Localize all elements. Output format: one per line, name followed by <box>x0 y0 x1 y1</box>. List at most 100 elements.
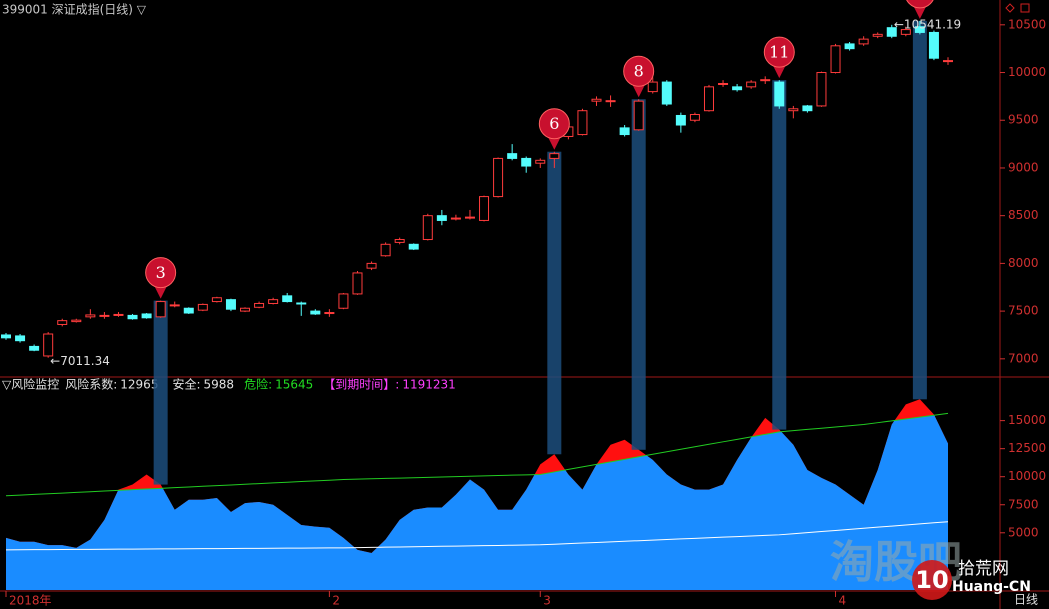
candle-body <box>900 29 911 35</box>
candle-body <box>507 153 518 159</box>
y-tick-label: 7000 <box>1008 351 1039 365</box>
signal-label: 6 <box>549 114 559 133</box>
candle-body <box>366 262 377 269</box>
candle-body <box>380 243 391 257</box>
panel-header: 风险系数: <box>65 377 117 392</box>
y-tick-label: 8000 <box>1008 256 1039 270</box>
candle-body <box>886 27 897 37</box>
candle-body <box>240 307 251 312</box>
y-tick-label: 12500 <box>1008 441 1046 455</box>
candle-body <box>57 320 68 325</box>
candle-body <box>872 33 883 37</box>
candle-body <box>211 297 222 303</box>
candle-body <box>394 239 405 243</box>
x-tick-label: 2018年 <box>9 594 52 608</box>
candle-body <box>225 299 236 310</box>
candle-body <box>788 108 799 112</box>
signal-pin <box>145 257 177 289</box>
low-annotation: ←7011.34 <box>50 354 110 368</box>
candle-body <box>310 310 321 315</box>
candle-body <box>71 319 82 323</box>
candle-body <box>85 314 96 318</box>
panel-header: 5988 <box>204 378 235 392</box>
period-label: 日线 <box>1014 593 1038 607</box>
candle-body <box>183 307 194 314</box>
candle-body <box>732 86 743 91</box>
candle-body <box>647 81 658 93</box>
candle-body <box>844 43 855 50</box>
panel-header: 安全: <box>172 377 200 392</box>
risk-area <box>6 413 948 590</box>
signal-column <box>912 20 927 400</box>
candle-body <box>29 345 40 351</box>
candle-body <box>99 314 110 317</box>
candle-body <box>689 114 700 121</box>
candle-body <box>155 301 166 318</box>
candle-body <box>282 295 293 303</box>
candle-body <box>43 333 54 357</box>
signal-pin <box>906 0 934 9</box>
candle-body <box>746 81 757 88</box>
candle-body <box>324 312 335 315</box>
signal-pin <box>763 36 795 68</box>
y-tick-label: 7500 <box>1008 304 1039 318</box>
candle-body <box>422 215 433 241</box>
candle-body <box>169 304 180 307</box>
candle-body <box>943 60 953 63</box>
y-tick-label: 7500 <box>1008 497 1039 511</box>
candle-body <box>479 196 490 221</box>
candle-body <box>493 157 504 198</box>
watermark-logo: 10 <box>915 566 948 594</box>
candle-body <box>816 72 827 107</box>
candle-body <box>141 313 152 319</box>
y-tick-label: 15000 <box>1008 413 1046 427</box>
high-annotation: ←10541.19 <box>894 17 961 31</box>
signal-pin <box>538 108 570 140</box>
period-bg <box>1016 593 1042 607</box>
watermark-logo-bg <box>912 560 952 600</box>
candle-body <box>254 302 265 308</box>
candle-body <box>450 217 461 220</box>
candle-body <box>1 334 11 339</box>
candle-body <box>760 79 771 82</box>
chart-title: 399001 深证成指(日线) ▽ <box>2 2 147 17</box>
x-tick-label: 4 <box>839 594 847 608</box>
x-tick-label: 2 <box>332 594 340 608</box>
candle-body <box>15 335 26 342</box>
candle-body <box>197 303 208 311</box>
candle-body <box>830 45 841 74</box>
y-tick-label: 10000 <box>1008 469 1046 483</box>
panel-header: 15645 <box>275 378 313 392</box>
candle-body <box>268 299 279 304</box>
signal-column <box>772 80 787 430</box>
candle-body <box>127 314 138 320</box>
candle-body <box>718 83 729 86</box>
candle-body <box>914 26 925 33</box>
y-tick-label: 9000 <box>1008 160 1039 174</box>
candle-body <box>802 105 813 112</box>
candle-body <box>858 38 869 45</box>
candle-body <box>577 110 588 136</box>
candle-body <box>549 153 560 159</box>
candle-body <box>408 243 419 250</box>
x-tick-label: 3 <box>543 594 551 608</box>
signal-column <box>547 151 562 455</box>
y-tick-label: 8500 <box>1008 208 1039 222</box>
candle-body <box>464 216 475 219</box>
signal-label: 8 <box>634 62 644 81</box>
signal-column <box>631 99 646 450</box>
candle-body <box>928 31 939 59</box>
danger-line <box>5 412 949 497</box>
panel-header: 危险: <box>244 377 272 392</box>
candle-body <box>605 100 616 103</box>
signal-label: 11 <box>769 43 789 62</box>
signal-pin <box>623 55 655 87</box>
y-tick-label: 10000 <box>1008 65 1046 79</box>
candle-body <box>675 114 686 126</box>
candle-body <box>352 272 363 295</box>
candle-body <box>113 313 124 316</box>
panel-header: 12965 <box>120 378 158 392</box>
